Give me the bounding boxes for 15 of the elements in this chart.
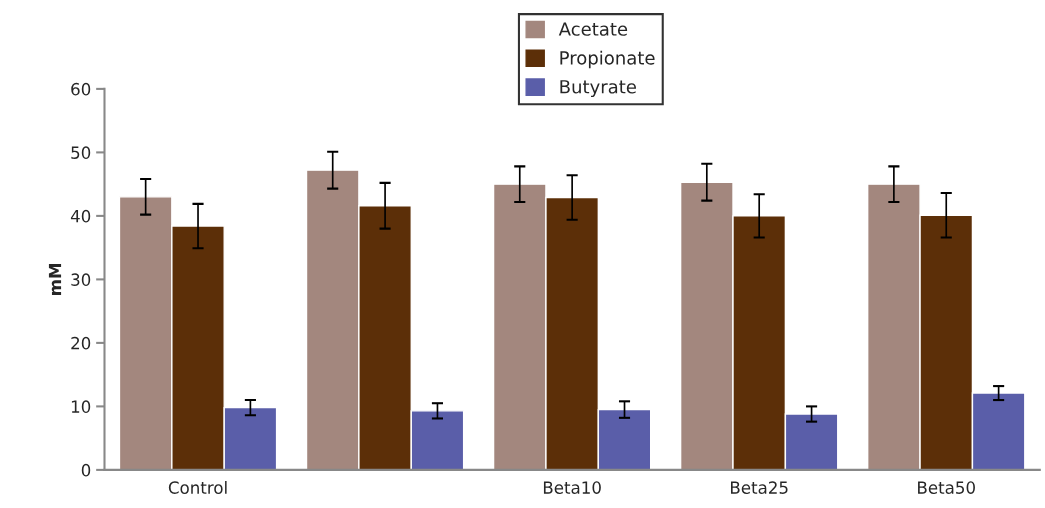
y-tick-label: 30 bbox=[71, 273, 91, 286]
legend-label: Acetate bbox=[558, 22, 628, 36]
y-tick-label: 20 bbox=[71, 336, 91, 350]
x-tick-label: Control bbox=[168, 481, 227, 494]
x-tick-label: Beta50 bbox=[918, 481, 975, 494]
y-tick-label: 50 bbox=[71, 146, 91, 159]
x-tick-label: Beta25 bbox=[731, 481, 788, 494]
legend-label: Butyrate bbox=[560, 80, 636, 98]
y-tick-label: 40 bbox=[70, 209, 91, 223]
y-tick-label: 0 bbox=[81, 463, 91, 477]
y-axis-title: mM bbox=[48, 263, 62, 295]
legend-label: Propionate bbox=[560, 50, 655, 69]
x-tick-label: Beta10 bbox=[543, 481, 601, 494]
y-tick-label: 10 bbox=[71, 400, 91, 413]
y-tick-label: 60 bbox=[71, 82, 91, 96]
